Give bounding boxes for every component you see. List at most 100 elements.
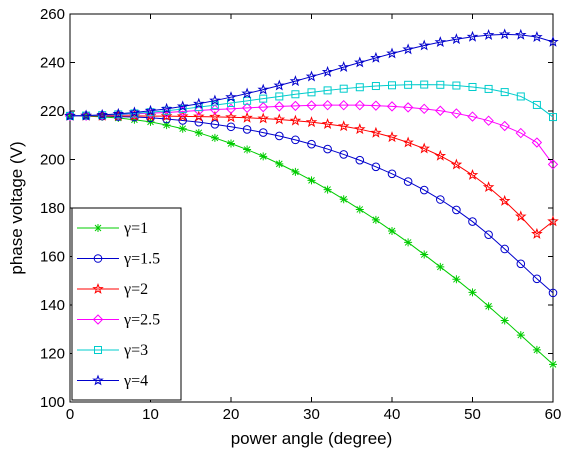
data-point xyxy=(419,185,429,195)
data-point xyxy=(516,92,525,101)
data-point xyxy=(498,28,511,40)
data-point xyxy=(128,106,141,118)
data-point xyxy=(370,126,382,138)
data-point xyxy=(210,101,219,110)
data-point xyxy=(130,109,139,118)
data-point xyxy=(225,111,237,123)
data-point xyxy=(434,149,447,161)
legend: γ=1 γ=1.5 γ=2 γ=2.5 γ=3 γ=4 xyxy=(71,207,182,401)
data-point xyxy=(257,101,269,113)
data-point xyxy=(355,205,364,214)
data-point xyxy=(370,100,382,111)
data-point xyxy=(468,217,477,226)
data-point xyxy=(259,152,268,161)
data-point xyxy=(289,114,302,126)
data-point xyxy=(450,33,463,45)
data-point xyxy=(354,99,366,111)
y-tick-label: 120 xyxy=(40,346,65,363)
data-point xyxy=(339,150,349,159)
data-point xyxy=(257,112,269,124)
data-point xyxy=(402,136,414,148)
data-point xyxy=(531,30,543,42)
y-tick-label: 140 xyxy=(40,297,65,314)
legend-marker xyxy=(92,374,104,386)
data-point xyxy=(176,110,189,122)
data-point xyxy=(549,360,557,369)
data-point xyxy=(532,345,541,354)
legend-marker xyxy=(94,346,102,354)
data-point xyxy=(209,94,221,106)
data-point xyxy=(403,177,413,186)
data-point xyxy=(323,144,332,154)
x-tick-label: 30 xyxy=(303,406,320,423)
x-tick-label: 10 xyxy=(142,406,159,423)
tick-layer: 0 10 20 30 40 50 60 100 120 140 160 180 200 220 240 260 xyxy=(40,6,561,423)
data-point xyxy=(450,158,463,170)
data-point xyxy=(386,131,398,143)
data-point xyxy=(484,302,493,311)
data-point xyxy=(402,102,414,113)
data-point xyxy=(307,176,316,185)
legend-label: γ=2 xyxy=(123,281,148,298)
data-point xyxy=(451,108,462,119)
x-tick-label: 0 xyxy=(66,406,74,423)
data-point xyxy=(226,122,236,132)
data-point xyxy=(307,139,316,149)
data-point xyxy=(64,109,76,121)
data-point xyxy=(96,108,108,120)
legend-entry: γ=1.5 xyxy=(77,251,160,268)
data-point xyxy=(243,96,252,105)
data-point xyxy=(515,210,527,222)
data-point xyxy=(289,75,302,87)
data-point xyxy=(482,29,495,40)
data-point xyxy=(547,159,559,170)
data-point xyxy=(306,100,317,111)
legend-entry: γ=3 xyxy=(77,342,148,359)
data-point xyxy=(500,316,509,325)
data-point xyxy=(420,80,429,89)
data-point xyxy=(484,84,493,93)
data-point xyxy=(305,70,318,82)
data-point xyxy=(499,120,510,132)
data-point xyxy=(500,88,509,97)
series-layer xyxy=(64,28,559,369)
legend-marker xyxy=(93,254,103,263)
data-point xyxy=(209,110,221,122)
legend-marker xyxy=(92,314,104,325)
data-point xyxy=(466,30,479,42)
legend-entry: γ=2 xyxy=(77,281,148,298)
data-point xyxy=(515,127,527,139)
data-point xyxy=(210,120,220,129)
data-point xyxy=(275,92,284,101)
data-point xyxy=(162,114,171,124)
data-point xyxy=(370,51,382,63)
data-point xyxy=(498,194,511,206)
data-point xyxy=(160,102,173,114)
data-point xyxy=(531,227,543,239)
data-point xyxy=(225,91,237,103)
series-6 xyxy=(64,28,559,121)
legend-entry: γ=2.5 xyxy=(77,312,160,329)
data-point xyxy=(468,288,477,297)
data-point xyxy=(484,230,493,239)
data-point xyxy=(339,195,348,204)
data-point xyxy=(257,83,269,95)
data-point xyxy=(241,111,253,123)
data-point xyxy=(210,133,219,142)
legend-label: γ=1.5 xyxy=(123,251,160,268)
legend-label: γ=1 xyxy=(123,220,148,237)
data-point xyxy=(404,80,413,89)
series-4 xyxy=(64,99,559,170)
legend-entry: γ=1 xyxy=(77,220,148,237)
data-point xyxy=(516,259,526,269)
data-point xyxy=(130,115,139,124)
data-point xyxy=(323,86,332,95)
data-point xyxy=(531,137,543,148)
data-point xyxy=(321,118,334,129)
data-point xyxy=(178,124,187,133)
data-point xyxy=(337,61,350,73)
data-point xyxy=(354,56,366,68)
data-point xyxy=(274,101,285,112)
y-tick-label: 220 xyxy=(40,103,65,120)
data-point xyxy=(305,116,318,128)
